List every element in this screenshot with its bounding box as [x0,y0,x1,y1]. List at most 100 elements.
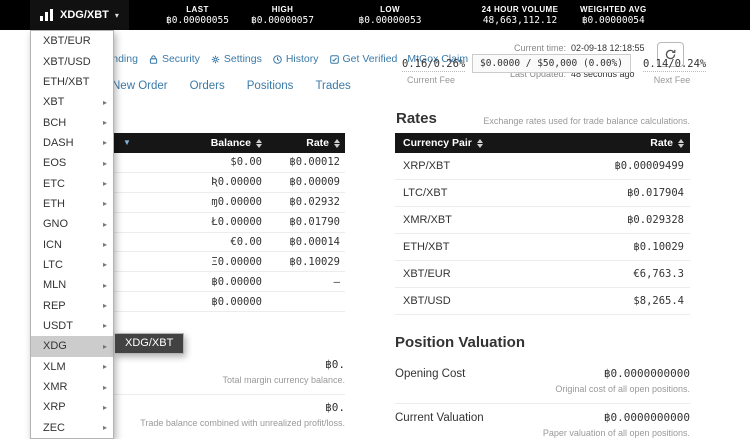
pair-menu-item[interactable]: MLN ▸ [31,275,113,295]
pair-menu-item[interactable]: ETC ▸ [31,173,113,193]
rate-column-header[interactable]: Rate [650,137,684,149]
pair-menu-item[interactable]: EOS ▸ [31,153,113,173]
balance-cell: $0.00 [230,156,262,169]
balances-table-body: $0.00 ฿0.00012 Ʀ0.00000 ฿0.00009 ɱ0.0000… [35,153,345,313]
pair-menu-item-label: XBT/USD [43,55,91,68]
pair-menu-item[interactable]: XBT ▸ [31,92,113,112]
balance-column-label: Balance [210,137,251,149]
rate-cell: €6,763.3 [633,268,684,280]
pair-menu-item-label: ETC [43,177,65,190]
submenu-arrow-icon: ▸ [102,423,107,433]
nav-security[interactable]: Security [148,53,200,65]
position-valuation-title: Position Valuation [395,334,526,351]
pair-menu-item[interactable]: ETH ▸ [31,194,113,214]
ticker-stat-value: ฿0.00000057 [251,15,314,26]
secondary-nav-link[interactable]: Trades [315,80,351,92]
position-valuation-row: Current Valuation ฿0.0000000000 Paper va… [395,404,690,439]
nav-mtgox-claim[interactable]: MtGox Claim [407,53,468,65]
pair-menu-item[interactable]: ETH/XBT ▸ [31,72,113,92]
balance-row: ฿0.00000 [35,292,345,313]
nav-settings[interactable]: Settings [210,53,262,65]
currency-pair-column-header[interactable]: Currency Pair [403,137,483,149]
valuation-caption: Original cost of all open positions. [555,384,690,394]
current-fee-label: Current Fee [406,75,456,85]
ticker-bar: XDG/XBT ▾ LAST ฿0.00000055 HIGH ฿0.00000… [0,0,750,30]
fee-volume-value: $0.0000 / $50,000 (0.00%) [472,54,631,73]
trade-balance-caption: Trade balance combined with unrealized p… [140,418,345,428]
secondary-nav-link[interactable]: Positions [246,80,294,92]
lock-icon [149,54,158,64]
submenu-arrow-icon: ▸ [102,199,107,209]
pair-menu-item[interactable]: XRP ▸ [31,397,113,417]
nav-history[interactable]: History [272,53,319,65]
next-fee-value: 0.14/0.24% [643,58,707,72]
submenu-arrow-icon: ▸ [102,362,107,372]
sort-icon [256,138,262,148]
rate-column-header[interactable]: Rate [306,133,340,153]
pair-menu-item-label: ZEC [43,421,65,434]
nav-get-verified[interactable]: Get Verified [329,53,398,65]
pair-menu-item[interactable]: XBT/USD ▸ [31,51,113,71]
rate-cell: ฿0.029328 [627,214,684,226]
last-updated-label: Last Updated: [509,69,566,79]
submenu-arrow-icon: ▸ [102,138,107,148]
refresh-button[interactable] [657,42,684,67]
next-fee: 0.14/0.24% Next Fee [643,54,707,85]
currency-pair-column-label: Currency Pair [403,137,472,149]
balance-row: €0.00 ฿0.00014 [35,233,345,253]
ticker-stat-label: 24 HOUR VOLUME [481,5,559,14]
pair-menu-item-label: ICN [43,238,62,251]
position-valuation-rows: Opening Cost ฿0.0000000000 Original cost… [395,360,690,439]
rates-table-header: Currency Pair Rate [395,133,690,153]
pair-menu-item-label: BCH [43,116,67,129]
secondary-nav-link[interactable]: New Order [112,80,168,92]
pair-menu-item[interactable]: REP ▸ [31,295,113,315]
secondary-nav-link[interactable]: Orders [189,80,225,92]
pair-menu-item[interactable]: DASH ▸ [31,133,113,153]
balance-column-header[interactable]: Balance [211,133,262,153]
gear-icon [211,55,220,63]
ticker-stat-label: WEIGHTED AVG [580,5,647,14]
pair-submenu-item[interactable]: XDG/XBT [115,334,184,353]
rate-cell: ฿0.00009 [289,176,340,189]
pair-cell: XRP/XBT [403,160,451,172]
pair-cell: XMR/XBT [403,214,452,226]
pair-menu-item-label: MLN [43,279,67,292]
balance-row: Ł0.00000 ฿0.01790 [35,213,345,233]
pair-menu-item[interactable]: LTC ▸ [31,255,113,275]
submenu-arrow-icon: ▸ [102,158,107,168]
pair-menu-item[interactable]: XMR ▸ [31,377,113,397]
ticker-stat-value: ฿0.00000055 [166,15,229,26]
trade-balance-section: ฿0. Total margin currency balance. ฿0. T… [35,352,345,437]
ticker-stat-value: 48,663,112.12 [482,15,558,26]
trade-balance-caption: Total margin currency balance. [222,375,345,385]
sort-icon [678,138,684,148]
pair-selector-button[interactable]: XDG/XBT ▾ [30,0,129,30]
pair-menu-item[interactable]: ICN ▸ [31,234,113,254]
nav-get-verified-label: Get Verified [342,53,398,65]
nav-settings-label: Settings [223,53,262,65]
pair-menu-item-label: REP [43,299,66,312]
rate-cell: ฿0.02932 [289,196,340,209]
column-filter-caret-icon[interactable]: ▼ [123,138,131,147]
nav-history-label: History [285,53,319,65]
pair-menu: XBT/EUR ▸ XBT/USD ▸ ETH/XBT ▸ XBT ▸ BCH … [30,30,114,439]
rates-table-body: XRP/XBT ฿0.00009499 LTC/XBT ฿0.017904 XM… [395,153,690,315]
pair-menu-item[interactable]: GNO ▸ [31,214,113,234]
rate-cell: — [333,275,340,288]
rate-cell: ฿0.017904 [627,187,684,199]
rate-cell: ฿0.01790 [289,216,340,229]
trade-balance-row: ฿0. Trade balance combined with unrealiz… [35,395,345,437]
pair-menu-item[interactable]: ZEC ▸ [31,418,113,438]
fee-summary: 0.16/0.26% Current Fee $0.0000 / $50,000… [402,54,707,85]
valuation-label: Opening Cost [395,368,466,380]
submenu-arrow-icon: ▸ [102,240,107,250]
pair-menu-item[interactable]: XLM ▸ [31,357,113,377]
balance-row: ฿0.00000 — [35,272,345,293]
pair-menu-item[interactable]: BCH ▸ [31,112,113,132]
pair-menu-item[interactable]: XDG ▸ [31,336,113,357]
last-updated-value: 48 seconds ago [571,69,635,79]
sort-icon [334,138,340,148]
pair-menu-item[interactable]: XBT/EUR ▸ [31,31,113,51]
pair-menu-item[interactable]: USDT ▸ [31,316,113,336]
